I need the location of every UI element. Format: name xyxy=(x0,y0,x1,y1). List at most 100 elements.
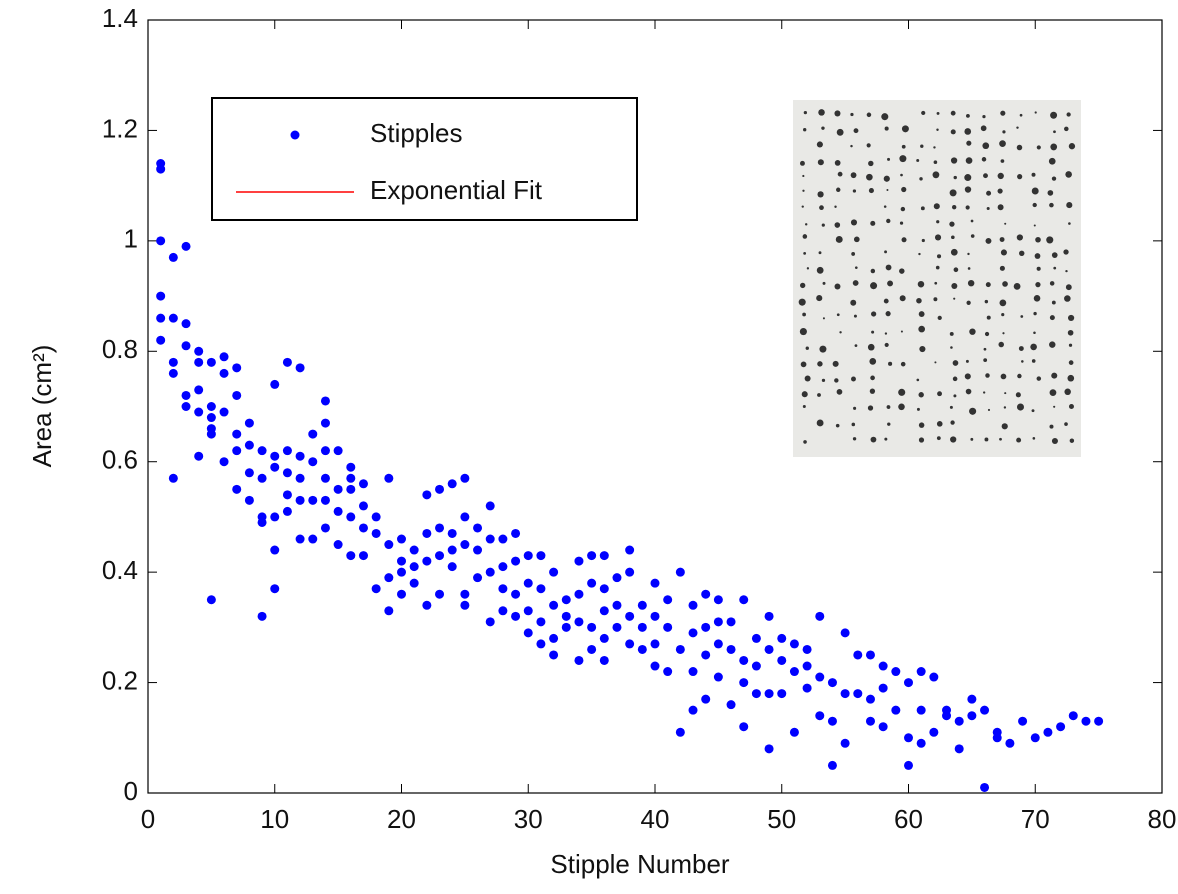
inset-dot xyxy=(982,142,990,150)
stipple-point xyxy=(688,667,698,677)
stipple-point xyxy=(878,661,888,671)
x-tick-label: 50 xyxy=(767,804,796,834)
stipple-point xyxy=(865,694,875,704)
inset-dot xyxy=(986,206,990,210)
stipple-point xyxy=(663,667,673,677)
stipple-point xyxy=(206,595,216,605)
stipple-point xyxy=(802,683,812,693)
stipple-point xyxy=(511,611,521,621)
stipple-point xyxy=(270,462,280,472)
stipple-point xyxy=(156,236,166,246)
stipple-point xyxy=(739,678,749,688)
inset-dot xyxy=(853,128,859,134)
inset-dot xyxy=(801,205,804,208)
inset-dot xyxy=(854,344,858,347)
legend-label: Exponential Fit xyxy=(370,175,543,205)
inset-dot xyxy=(1032,437,1036,440)
inset-dot xyxy=(899,295,906,302)
legend-box xyxy=(211,97,638,221)
stipple-point xyxy=(637,644,647,654)
stipple-point xyxy=(536,584,546,594)
stipple-point xyxy=(346,462,356,472)
inset-dot xyxy=(821,223,825,227)
stipple-point xyxy=(358,551,368,561)
inset-dot xyxy=(1053,405,1056,408)
stipple-point xyxy=(498,562,508,572)
stipple-point xyxy=(422,600,432,610)
inset-dot xyxy=(999,437,1002,441)
inset-dot xyxy=(869,388,876,394)
stipple-point xyxy=(371,584,381,594)
inset-dot xyxy=(852,280,859,286)
stipple-point xyxy=(447,545,457,555)
stipple-point xyxy=(625,567,635,577)
inset-dot xyxy=(921,110,926,116)
stipple-point xyxy=(333,506,343,516)
inset-dot xyxy=(834,160,841,166)
stipple-point xyxy=(485,534,495,544)
inset-dot xyxy=(919,177,923,181)
inset-dot xyxy=(949,189,957,197)
inset-dot xyxy=(870,282,878,290)
inset-dot xyxy=(964,174,972,182)
inset-dot xyxy=(1016,403,1025,411)
inset-dot xyxy=(964,128,972,135)
inset-dot xyxy=(1001,423,1008,430)
stipple-point xyxy=(549,633,559,643)
stipple-point xyxy=(358,523,368,533)
inset-dot xyxy=(1068,314,1075,322)
stipple-point xyxy=(320,473,330,483)
inset-dot xyxy=(821,126,825,130)
inset-dot xyxy=(953,297,956,300)
stipple-point xyxy=(916,667,926,677)
stipple-point xyxy=(168,473,178,483)
inset-dot xyxy=(933,203,940,210)
stipple-point xyxy=(929,672,939,682)
stipple-point xyxy=(295,363,305,373)
inset-dot xyxy=(884,437,888,441)
stipple-point xyxy=(904,733,913,743)
stipple-point xyxy=(1018,716,1028,726)
inset-dot xyxy=(869,358,877,365)
inset-dot xyxy=(822,317,825,320)
inset-dot xyxy=(884,342,889,348)
stipple-point xyxy=(1081,716,1091,726)
inset-dot xyxy=(886,405,891,409)
stipple-point xyxy=(308,534,318,544)
stipple-point xyxy=(587,578,597,588)
inset-dot xyxy=(866,173,873,181)
y-tick-label: 1.4 xyxy=(102,3,138,33)
inset-dot xyxy=(1032,202,1037,208)
inset-dot xyxy=(852,437,857,441)
inset-dot xyxy=(850,112,854,117)
stipple-point xyxy=(891,705,901,715)
stipple-point xyxy=(701,622,711,632)
inset-dot xyxy=(983,173,988,179)
stipple-point xyxy=(320,523,330,533)
inset-dot xyxy=(1003,406,1007,409)
inset-dot xyxy=(949,331,954,336)
stipple-point xyxy=(789,639,799,649)
stipple-point xyxy=(916,738,926,748)
inset-dot xyxy=(867,343,875,351)
inset-dot xyxy=(835,423,840,428)
stipple-point xyxy=(549,567,559,577)
x-tick-label: 60 xyxy=(894,804,923,834)
stipple-point xyxy=(194,407,204,417)
inset-dot xyxy=(817,361,823,367)
stipple-point xyxy=(422,490,432,500)
inset-dot xyxy=(999,140,1006,147)
stipple-point xyxy=(460,473,470,483)
inset-dot xyxy=(901,144,906,149)
stipple-point xyxy=(777,655,787,665)
stipple-point xyxy=(777,689,787,699)
inset-dot xyxy=(800,282,806,289)
inset-dot xyxy=(801,391,808,398)
stipple-point xyxy=(599,606,609,616)
stipple-point xyxy=(156,335,166,345)
inset-dot xyxy=(950,420,955,425)
inset-dot xyxy=(964,373,971,380)
inset-dot xyxy=(1049,389,1057,396)
stipple-point xyxy=(980,705,990,715)
inset-dot xyxy=(898,403,905,411)
